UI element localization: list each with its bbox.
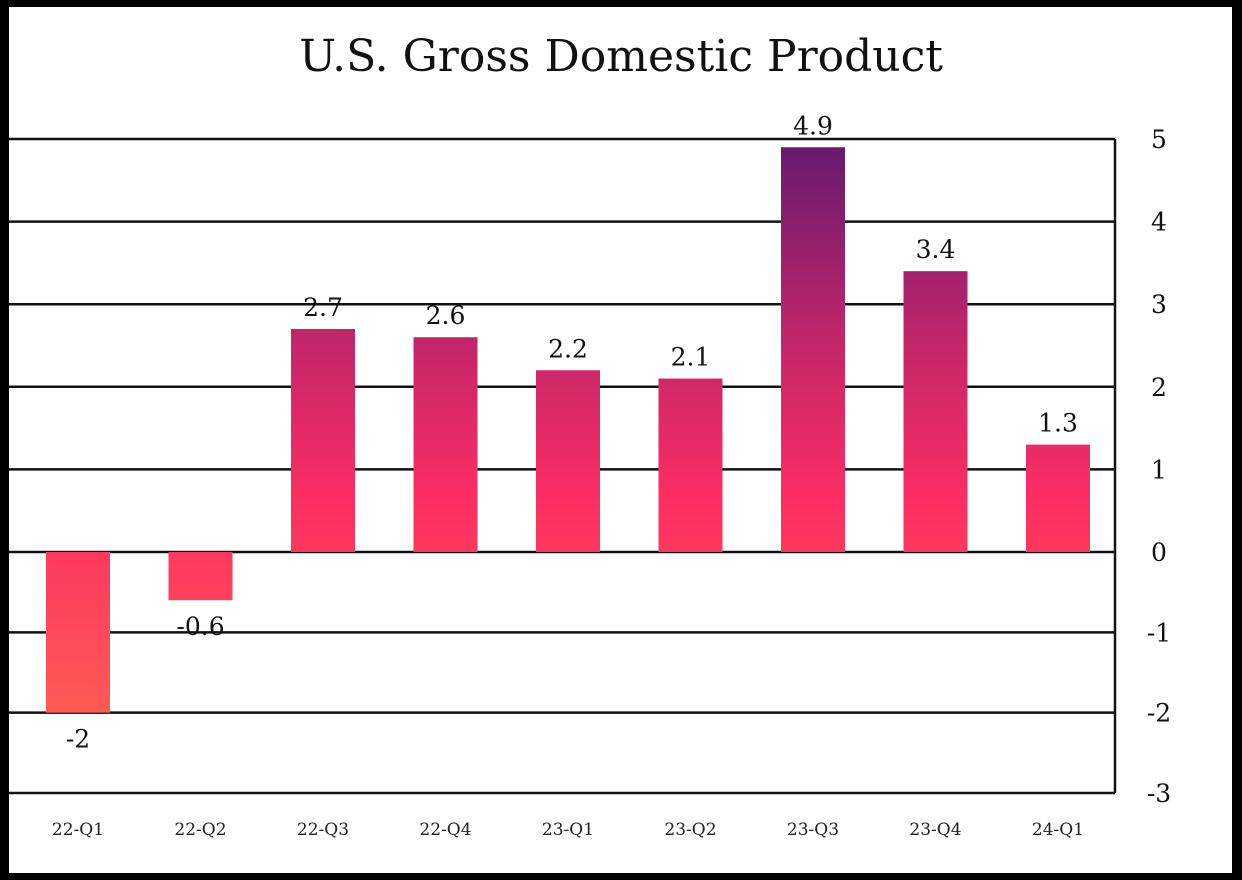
y-tick-label: 0 <box>1151 538 1167 567</box>
data-label: 4.9 <box>793 111 833 140</box>
x-tick-label: 23-Q1 <box>542 820 594 840</box>
x-tick-label: 22-Q3 <box>297 820 349 840</box>
bars <box>46 147 1090 713</box>
y-tick-label: -1 <box>1147 618 1171 647</box>
y-tick-label: 1 <box>1151 455 1167 484</box>
bar-23-Q4[interactable] <box>903 271 968 552</box>
data-label: 1.3 <box>1038 409 1078 438</box>
x-tick-label: 22-Q4 <box>419 820 471 840</box>
chart-title: U.S. Gross Domestic Product <box>299 31 943 82</box>
data-label: 3.4 <box>916 235 956 264</box>
data-label: 2.1 <box>671 343 711 372</box>
data-label: 2.6 <box>426 301 466 330</box>
bar-22-Q3[interactable] <box>291 328 355 552</box>
x-tick-label: 24-Q1 <box>1032 820 1084 840</box>
data-label: 2.2 <box>548 334 588 363</box>
x-tick-label: 23-Q4 <box>909 820 961 840</box>
bar-23-Q1[interactable] <box>536 370 600 552</box>
y-tick-label: -3 <box>1147 779 1171 808</box>
x-axis-ticks: 22-Q1 22-Q2 22-Q3 22-Q4 23-Q1 23-Q2 23-Q3 23-Q4… <box>52 820 1084 840</box>
y-tick-label: 2 <box>1151 373 1167 402</box>
bar-24-Q1[interactable] <box>1026 444 1090 552</box>
bar-22-Q4[interactable] <box>413 337 478 552</box>
data-label: -2 <box>66 725 90 754</box>
data-label: 2.7 <box>303 293 343 322</box>
y-tick-label: -2 <box>1147 699 1171 728</box>
bar-23-Q3[interactable] <box>781 147 845 552</box>
y-tick-label: 4 <box>1151 208 1167 237</box>
x-tick-label: 23-Q3 <box>787 820 839 840</box>
y-axis-ticks: -3 -2 -1 0 1 2 3 4 5 <box>1147 125 1171 808</box>
data-label: -0.6 <box>176 612 224 641</box>
bar-22-Q1[interactable] <box>46 552 110 713</box>
bar-22-Q2[interactable] <box>168 552 233 601</box>
bar-chart: U.S. Gross Domestic Product -2 -0.6 2.7 2.6… <box>9 31 1171 840</box>
bar-23-Q2[interactable] <box>658 378 723 552</box>
chart-frame: U.S. Gross Domestic Product -2 -0.6 2.7 2.6… <box>9 7 1232 873</box>
x-tick-label: 22-Q2 <box>174 820 226 840</box>
x-tick-label: 22-Q1 <box>52 820 104 840</box>
data-labels: -2 -0.6 2.7 2.6 2.2 2.1 4.9 3.4 1.3 <box>66 111 1078 753</box>
y-tick-label: 5 <box>1151 125 1167 154</box>
x-tick-label: 23-Q2 <box>664 820 716 840</box>
y-tick-label: 3 <box>1151 290 1167 319</box>
